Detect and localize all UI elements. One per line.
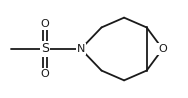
Text: O: O (41, 19, 49, 29)
Text: O: O (158, 44, 167, 54)
Text: S: S (41, 43, 49, 55)
Text: O: O (41, 69, 49, 79)
Text: N: N (77, 44, 85, 54)
